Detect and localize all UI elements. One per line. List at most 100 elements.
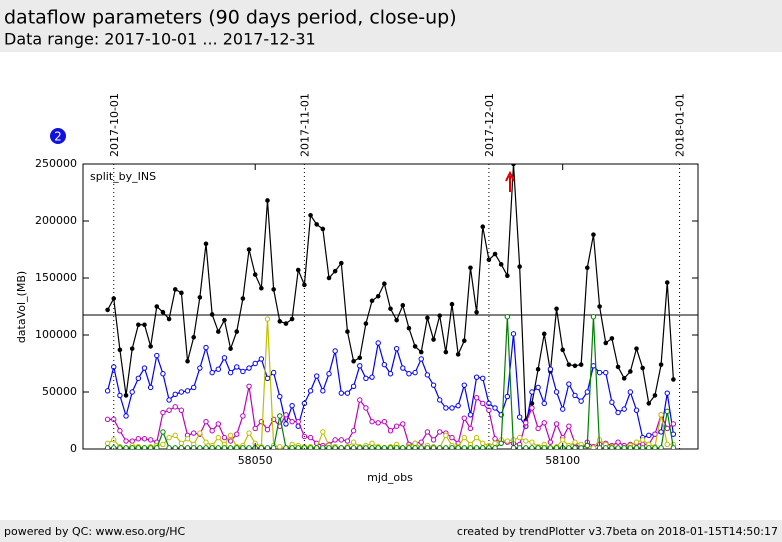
footer-right: created by trendPlotter v3.7beta on 2018… — [457, 525, 778, 538]
data-point — [480, 224, 486, 229]
data-point — [572, 363, 578, 369]
y-tick-label: 250000 — [35, 157, 77, 170]
data-point — [104, 445, 111, 449]
data-point — [510, 445, 517, 449]
data-point — [172, 404, 178, 410]
data-point — [455, 352, 461, 357]
data-point — [658, 412, 664, 418]
data-point — [345, 329, 350, 334]
data-point — [670, 421, 677, 427]
data-point — [566, 423, 572, 429]
data-point — [474, 309, 479, 315]
data-point — [381, 361, 388, 368]
data-point — [216, 329, 221, 334]
data-point — [572, 445, 578, 449]
data-point — [203, 439, 209, 445]
data-point — [541, 331, 547, 337]
data-point — [590, 363, 597, 369]
data-point — [197, 430, 203, 436]
x-tick-label: 58100 — [545, 454, 580, 467]
data-point — [412, 445, 418, 449]
data-point — [461, 445, 467, 449]
data-point — [591, 232, 596, 237]
data-point — [369, 418, 375, 425]
data-point — [104, 440, 111, 446]
data-point — [350, 383, 357, 389]
data-point — [222, 317, 227, 323]
data-point — [461, 382, 467, 388]
data-point — [344, 438, 351, 444]
data-point — [197, 445, 203, 449]
data-point — [393, 423, 400, 429]
y-tick-label: 100000 — [35, 328, 77, 341]
data-point — [455, 402, 461, 409]
data-point — [215, 421, 222, 427]
data-point — [234, 445, 240, 449]
data-point — [461, 434, 467, 441]
data-point — [350, 439, 357, 445]
data-point — [535, 366, 541, 372]
data-point — [400, 365, 406, 371]
data-point — [498, 262, 504, 267]
data-point — [473, 395, 480, 401]
data-point — [585, 265, 590, 271]
data-point — [443, 445, 449, 449]
data-point — [111, 445, 117, 449]
data-point — [320, 445, 326, 449]
data-point — [259, 285, 264, 291]
data-point — [357, 363, 363, 369]
data-point — [160, 371, 166, 377]
y-tick-label: 50000 — [42, 385, 77, 398]
date-marker-label: 2017-11-01 — [298, 93, 311, 157]
data-point — [141, 436, 148, 442]
data-point — [400, 303, 406, 308]
data-point — [301, 400, 308, 407]
data-point — [621, 376, 627, 381]
data-point — [228, 346, 233, 351]
data-point — [566, 362, 572, 367]
data-point — [357, 397, 363, 403]
data-point — [504, 438, 511, 444]
data-point — [529, 389, 535, 395]
data-point — [363, 321, 369, 326]
data-point — [147, 445, 154, 449]
data-point — [338, 390, 344, 396]
data-point — [283, 412, 289, 418]
data-point — [307, 445, 314, 449]
data-point — [221, 434, 228, 441]
data-point — [473, 434, 480, 441]
data-point — [129, 346, 135, 351]
data-point — [498, 440, 504, 446]
data-point — [461, 415, 467, 421]
data-point — [646, 432, 652, 439]
data-point — [246, 365, 252, 371]
data-point — [541, 400, 547, 407]
data-point — [467, 412, 474, 418]
data-point — [117, 428, 123, 434]
data-point — [523, 438, 529, 444]
data-point — [658, 362, 664, 367]
data-point — [104, 416, 111, 423]
data-point — [480, 440, 486, 446]
data-point — [375, 340, 381, 346]
data-point — [603, 340, 609, 346]
data-point — [154, 304, 160, 309]
data-point — [424, 445, 431, 449]
data-point — [449, 445, 455, 449]
data-point — [117, 445, 123, 449]
data-point — [258, 445, 265, 449]
data-point — [215, 445, 221, 449]
data-point — [541, 420, 547, 426]
data-point — [393, 445, 400, 449]
data-point — [553, 421, 560, 427]
data-point — [486, 257, 492, 263]
data-point — [480, 375, 486, 382]
data-point — [437, 397, 443, 403]
header-band — [0, 0, 782, 52]
data-point — [369, 374, 375, 380]
data-point — [191, 430, 197, 436]
data-point — [320, 388, 326, 394]
data-point — [480, 400, 486, 407]
data-point — [369, 298, 375, 304]
